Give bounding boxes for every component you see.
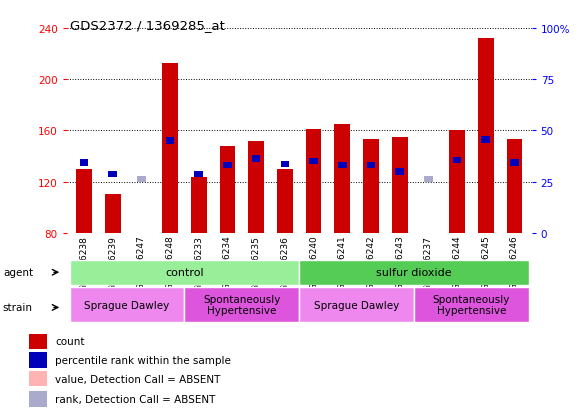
Text: GSM106248: GSM106248 [166,235,175,290]
Bar [28,334,47,349]
Bar [76,169,92,233]
Text: GSM106242: GSM106242 [367,235,375,290]
Bar [220,147,235,233]
Text: GSM106239: GSM106239 [108,235,117,290]
Text: sulfur dioxide: sulfur dioxide [376,268,452,278]
Text: value, Detection Call = ABSENT: value, Detection Call = ABSENT [55,374,221,384]
Text: GDS2372 / 1369285_at: GDS2372 / 1369285_at [70,19,225,31]
Bar [28,371,47,387]
Text: Spontaneously
Hypertensive: Spontaneously Hypertensive [203,294,281,316]
Bar [137,176,146,183]
Text: percentile rank within the sample: percentile rank within the sample [55,355,231,365]
Text: GSM106233: GSM106233 [194,235,203,290]
Bar [299,287,414,322]
Text: agent: agent [3,268,33,278]
Bar [338,162,346,169]
Bar [449,131,465,233]
Bar [424,176,433,183]
Bar [392,138,407,233]
Text: control: control [165,268,204,278]
Bar [478,39,494,233]
Text: Sprague Dawley: Sprague Dawley [314,300,399,310]
Bar [109,171,117,178]
Text: rank, Detection Call = ABSENT: rank, Detection Call = ABSENT [55,394,216,404]
Text: count: count [55,337,85,347]
Bar [223,162,232,169]
Text: GSM106241: GSM106241 [338,235,347,290]
Text: GSM106238: GSM106238 [80,235,88,290]
Bar [162,64,178,233]
Text: GSM106235: GSM106235 [252,235,261,290]
Text: GSM106236: GSM106236 [281,235,289,290]
Bar [299,260,529,285]
Bar [367,162,375,169]
Bar [309,159,318,165]
Bar [80,160,88,166]
Bar [184,287,299,322]
Text: Spontaneously
Hypertensive: Spontaneously Hypertensive [433,294,510,316]
Bar [166,138,174,145]
Bar [363,140,379,233]
Bar [70,287,184,322]
Text: GSM106246: GSM106246 [510,235,519,290]
Bar [510,160,519,166]
Bar [281,161,289,168]
Bar [70,260,299,285]
Text: Sprague Dawley: Sprague Dawley [84,300,170,310]
Bar [277,169,293,233]
Bar [191,177,207,233]
Text: GSM106237: GSM106237 [424,235,433,290]
Text: GSM106243: GSM106243 [395,235,404,290]
Bar [306,130,321,233]
Bar [252,156,260,162]
Text: GSM106247: GSM106247 [137,235,146,290]
Text: GSM106240: GSM106240 [309,235,318,290]
Bar [334,125,350,233]
Bar [482,137,490,143]
Bar [395,169,404,175]
Bar [414,287,529,322]
Text: GSM106245: GSM106245 [481,235,490,290]
Text: GSM106244: GSM106244 [453,235,461,290]
Bar [195,171,203,178]
Text: strain: strain [3,303,33,313]
Bar [453,157,461,164]
Bar [28,392,47,407]
Text: GSM106234: GSM106234 [223,235,232,290]
Bar [248,141,264,233]
Bar [28,353,47,368]
Bar [507,140,522,233]
Bar [105,195,121,233]
